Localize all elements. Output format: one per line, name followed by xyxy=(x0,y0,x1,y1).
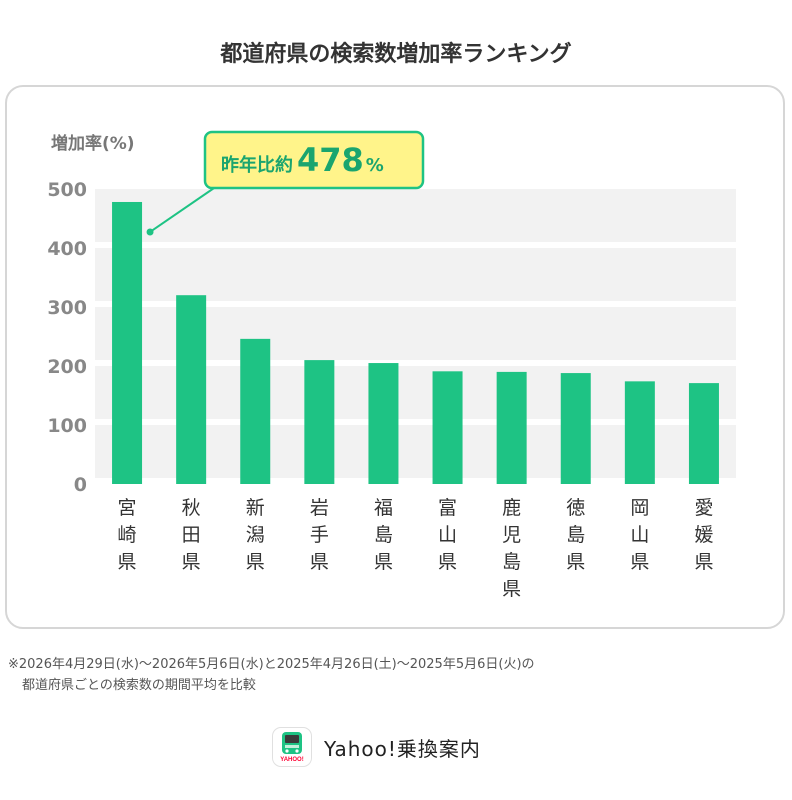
x-tick-label: 岡山県 xyxy=(630,497,649,573)
annotation-text: 昨年比約 478% xyxy=(221,141,384,179)
y-tick-label: 300 xyxy=(47,297,87,319)
bar xyxy=(368,363,399,484)
y-tick-label: 0 xyxy=(74,474,87,496)
grid-band xyxy=(95,189,736,242)
train-icon: YAHOO! xyxy=(272,727,312,767)
x-tick-label: 秋田県 xyxy=(182,497,201,573)
bar xyxy=(432,371,463,484)
chart-card: 増加率(%) 0 100 200 300 400 500 宮崎県 秋田県 新潟県 岩手県 福島県 富山県… xyxy=(5,85,785,629)
footnote: ※2026年4月29日(水)〜2026年5月6日(水)と2025年4月26日(土… xyxy=(8,654,535,696)
y-tick-label: 200 xyxy=(47,356,87,378)
bar xyxy=(496,371,527,484)
brand-name: Yahoo!乗換案内 xyxy=(324,736,481,761)
bar-chart: 増加率(%) 0 100 200 300 400 500 宮崎県 秋田県 新潟県 岩手県 福島県 富山県… xyxy=(47,130,736,600)
bar xyxy=(560,373,591,484)
x-tick-label: 新潟県 xyxy=(246,497,265,573)
brand-logo: YAHOO! Yahoo!乗換案内 xyxy=(272,724,481,770)
x-tick-label: 徳島県 xyxy=(566,497,585,573)
y-tick-label: 500 xyxy=(47,179,87,201)
x-tick-label: 富山県 xyxy=(438,497,457,573)
annotation-dot xyxy=(146,228,154,236)
footnote-line-2: 都道府県ごとの検索数の期間平均を比較 xyxy=(22,678,256,693)
bar xyxy=(304,360,335,484)
bar xyxy=(176,295,207,484)
annotation-box xyxy=(203,130,425,190)
x-tick-label: 愛媛県 xyxy=(694,497,713,573)
bar xyxy=(688,383,719,484)
annotation-leader xyxy=(149,185,218,233)
bar xyxy=(240,338,271,484)
x-tick-label: 福島県 xyxy=(374,497,393,573)
bar xyxy=(112,201,143,484)
footnote-line-1: ※2026年4月29日(水)〜2026年5月6日(水)と2025年4月26日(土… xyxy=(8,657,535,672)
x-tick-label: 岩手県 xyxy=(310,497,329,573)
y-axis-label: 増加率(%) xyxy=(51,133,135,154)
app-icon-label: YAHOO! xyxy=(280,757,303,763)
x-tick-label: 鹿児島県 xyxy=(502,497,521,600)
chart-title: 都道府県の検索数増加率ランキング xyxy=(220,42,572,67)
y-tick-label: 100 xyxy=(47,415,87,437)
y-tick-label: 400 xyxy=(47,238,87,260)
x-tick-label: 宮崎県 xyxy=(118,497,137,573)
grid-band xyxy=(95,248,736,301)
bar xyxy=(624,381,655,484)
